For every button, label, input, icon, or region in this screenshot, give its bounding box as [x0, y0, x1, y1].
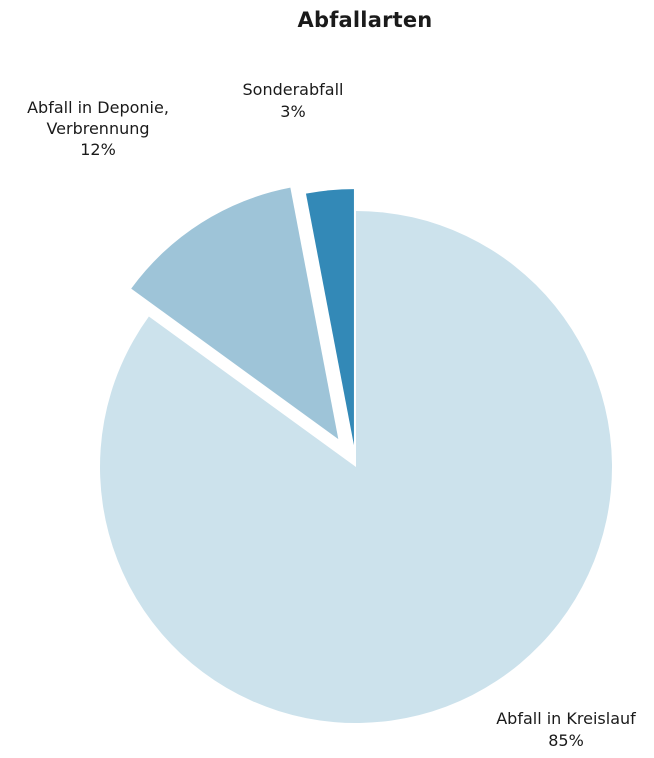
chart-title: Abfallarten: [297, 8, 433, 32]
pie-slices: [100, 187, 613, 723]
pie-label-line: 85%: [548, 731, 584, 750]
pie-label-line: Verbrennung: [46, 119, 149, 138]
pie-label-line: Abfall in Kreislauf: [496, 709, 636, 728]
pie-label-line: 12%: [80, 140, 116, 159]
pie-label-line: Abfall in Deponie,: [27, 98, 169, 117]
pie-label-3: Sonderabfall 3%: [243, 80, 344, 121]
pie-label-line: Sonderabfall: [243, 80, 344, 99]
pie-label-2: Abfall in Deponie, Verbrennung 12%: [27, 98, 169, 159]
pie-labels: Abfall in Kreislauf 85% Abfall in Deponie,…: [27, 80, 636, 750]
pie-slice-1: [100, 211, 613, 723]
pie-label-line: 3%: [280, 102, 305, 121]
pie-label-1: Abfall in Kreislauf 85%: [496, 709, 636, 750]
pie-slice-2: [131, 187, 339, 440]
pie-slice-3: [305, 189, 354, 446]
